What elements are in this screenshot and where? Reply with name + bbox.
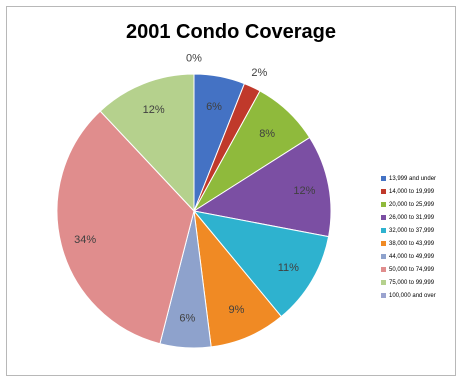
legend-label: 75,000 to 99,999: [389, 279, 435, 286]
legend-swatch: [381, 189, 386, 194]
pie-label-8: 12%: [143, 104, 165, 116]
pie-data-labels: 6% 2% 8% 12% 11% 9% 6% 34% 12% 0%: [74, 53, 315, 325]
legend-item: 20,000 to 25,999: [381, 198, 461, 211]
legend-item: 75,000 to 99,999: [381, 276, 461, 289]
legend-item: 100,000 and over: [381, 289, 461, 302]
legend-label: 50,000 to 74,999: [389, 266, 435, 273]
legend-item: 50,000 to 74,999: [381, 263, 461, 276]
legend-swatch: [381, 241, 386, 246]
legend-swatch: [381, 267, 386, 272]
legend-label: 44,000 to 49,999: [389, 253, 435, 260]
pie-label-3: 12%: [293, 185, 315, 197]
legend-swatch: [381, 280, 386, 285]
legend-label: 32,000 to 37,999: [389, 227, 435, 234]
legend-item: 38,000 to 43,999: [381, 237, 461, 250]
pie-label-7: 34%: [74, 234, 96, 246]
pie-chart: 6% 2% 8% 12% 11% 9% 6% 34% 12% 0%: [56, 53, 332, 349]
pie-label-1: 2%: [251, 67, 267, 79]
pie-slice-8: [99, 73, 195, 213]
legend-label: 14,000 to 19,999: [389, 188, 435, 195]
legend-item: 26,000 to 31,999: [381, 211, 461, 224]
legend-swatch: [381, 228, 386, 233]
legend-swatch: [381, 254, 386, 259]
legend: 13,999 and under 14,000 to 19,999 20,000 t…: [381, 172, 461, 302]
pie-label-9: 0%: [186, 53, 202, 65]
legend-item: 14,000 to 19,999: [381, 185, 461, 198]
pie-label-4: 11%: [278, 262, 299, 274]
chart-frame: 2001 Condo Coverage 6% 2% 8% 12% 11% 9% 6% 34% 1…: [6, 6, 456, 376]
chart-title: 2001 Condo Coverage: [125, 21, 337, 43]
pie-slice-4: [192, 210, 330, 318]
pie-slice-3: [192, 136, 332, 238]
legend-swatch: [381, 176, 386, 181]
pie-label-0: 6%: [206, 101, 222, 113]
legend-swatch: [381, 202, 386, 207]
legend-item: 13,999 and under: [381, 172, 461, 185]
pie-slice-7: [56, 110, 195, 345]
pie-label-2: 8%: [259, 128, 275, 140]
legend-label: 38,000 to 43,999: [389, 240, 435, 247]
legend-label: 26,000 to 31,999: [389, 214, 435, 221]
legend-label: 20,000 to 25,999: [389, 201, 435, 208]
legend-label: 13,999 and under: [389, 175, 437, 182]
legend-swatch: [381, 215, 386, 220]
legend-label: 100,000 and over: [389, 292, 436, 299]
pie-label-5: 9%: [228, 304, 244, 316]
legend-item: 44,000 to 49,999: [381, 250, 461, 263]
legend-item: 32,000 to 37,999: [381, 224, 461, 237]
pie-slices: [56, 73, 332, 349]
pie-label-6: 6%: [179, 313, 195, 325]
legend-swatch: [381, 293, 386, 298]
